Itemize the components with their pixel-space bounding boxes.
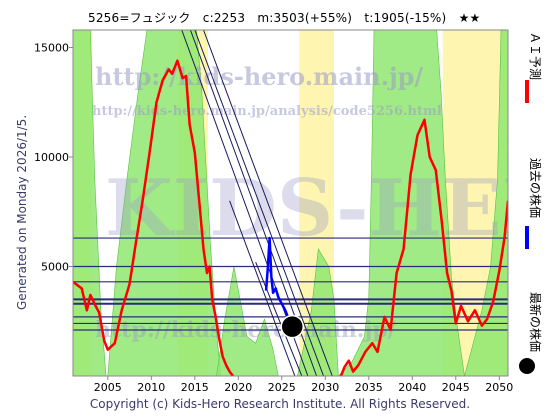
green-zone	[464, 30, 508, 376]
generated-date: Generated on Monday 2026/1/5.	[15, 114, 29, 310]
x-tick-label: 2030	[311, 381, 339, 394]
trend-line	[255, 261, 303, 376]
ai-forecast-line	[73, 59, 235, 376]
plot-frame	[72, 29, 509, 377]
x-tick-label: 2005	[94, 381, 122, 394]
legend-past-label: 過去の株価	[528, 158, 543, 218]
watermark-line2: http://kids-hero.main.jp/analysis/code52…	[92, 104, 442, 119]
x-tick-label: 2015	[181, 381, 209, 394]
legend-latest-label: 最新の株価	[528, 292, 543, 352]
watermark: http://kids-hero.main.jp/ http://kids-he…	[92, 62, 560, 343]
watermark-big: KIDS-HERO	[105, 163, 560, 254]
x-tick-label: 2035	[355, 381, 383, 394]
trend-line	[203, 30, 333, 376]
trend-line	[229, 200, 296, 376]
series-lines	[73, 59, 508, 376]
chart-title: 5256=フュジック c:2253 m:3503(+55%) t:1905(-1…	[88, 11, 481, 25]
legend-ai-label: ＡＩ予測	[528, 32, 542, 80]
market-zones	[73, 30, 508, 376]
watermark-line1: http://kids-hero.main.jp/	[95, 62, 423, 91]
green-zone	[216, 266, 279, 376]
trend-line	[194, 30, 325, 376]
legend-latest-swatch	[519, 358, 535, 374]
ai-forecast-line	[339, 118, 508, 376]
past-price-line	[264, 236, 294, 328]
y-tick-label: 10000	[34, 151, 69, 164]
y-tick-label: 15000	[34, 42, 69, 55]
y-axis-ticks: 5000 10000 15000	[34, 42, 73, 274]
y-tick-label: 5000	[41, 261, 69, 274]
x-tick-label: 2025	[268, 381, 296, 394]
current-price-marker	[280, 314, 304, 339]
x-tick-label: 2050	[485, 381, 513, 394]
x-tick-label: 2010	[137, 381, 165, 394]
x-axis-ticks: 2005 2010 2015 2020 2025 2030 2035 2040 2045 2050	[94, 376, 513, 394]
legend: ＡＩ予測 過去の株価 最新の株価	[519, 32, 543, 374]
green-zone	[337, 30, 465, 376]
x-tick-label: 2045	[442, 381, 470, 394]
green-zone	[107, 30, 222, 376]
x-tick-label: 2040	[398, 381, 426, 394]
x-tick-label: 2020	[224, 381, 252, 394]
current-price-marker-group	[280, 314, 304, 339]
copyright-footer: Copyright (c) Kids-Hero Research Institu…	[89, 397, 471, 411]
